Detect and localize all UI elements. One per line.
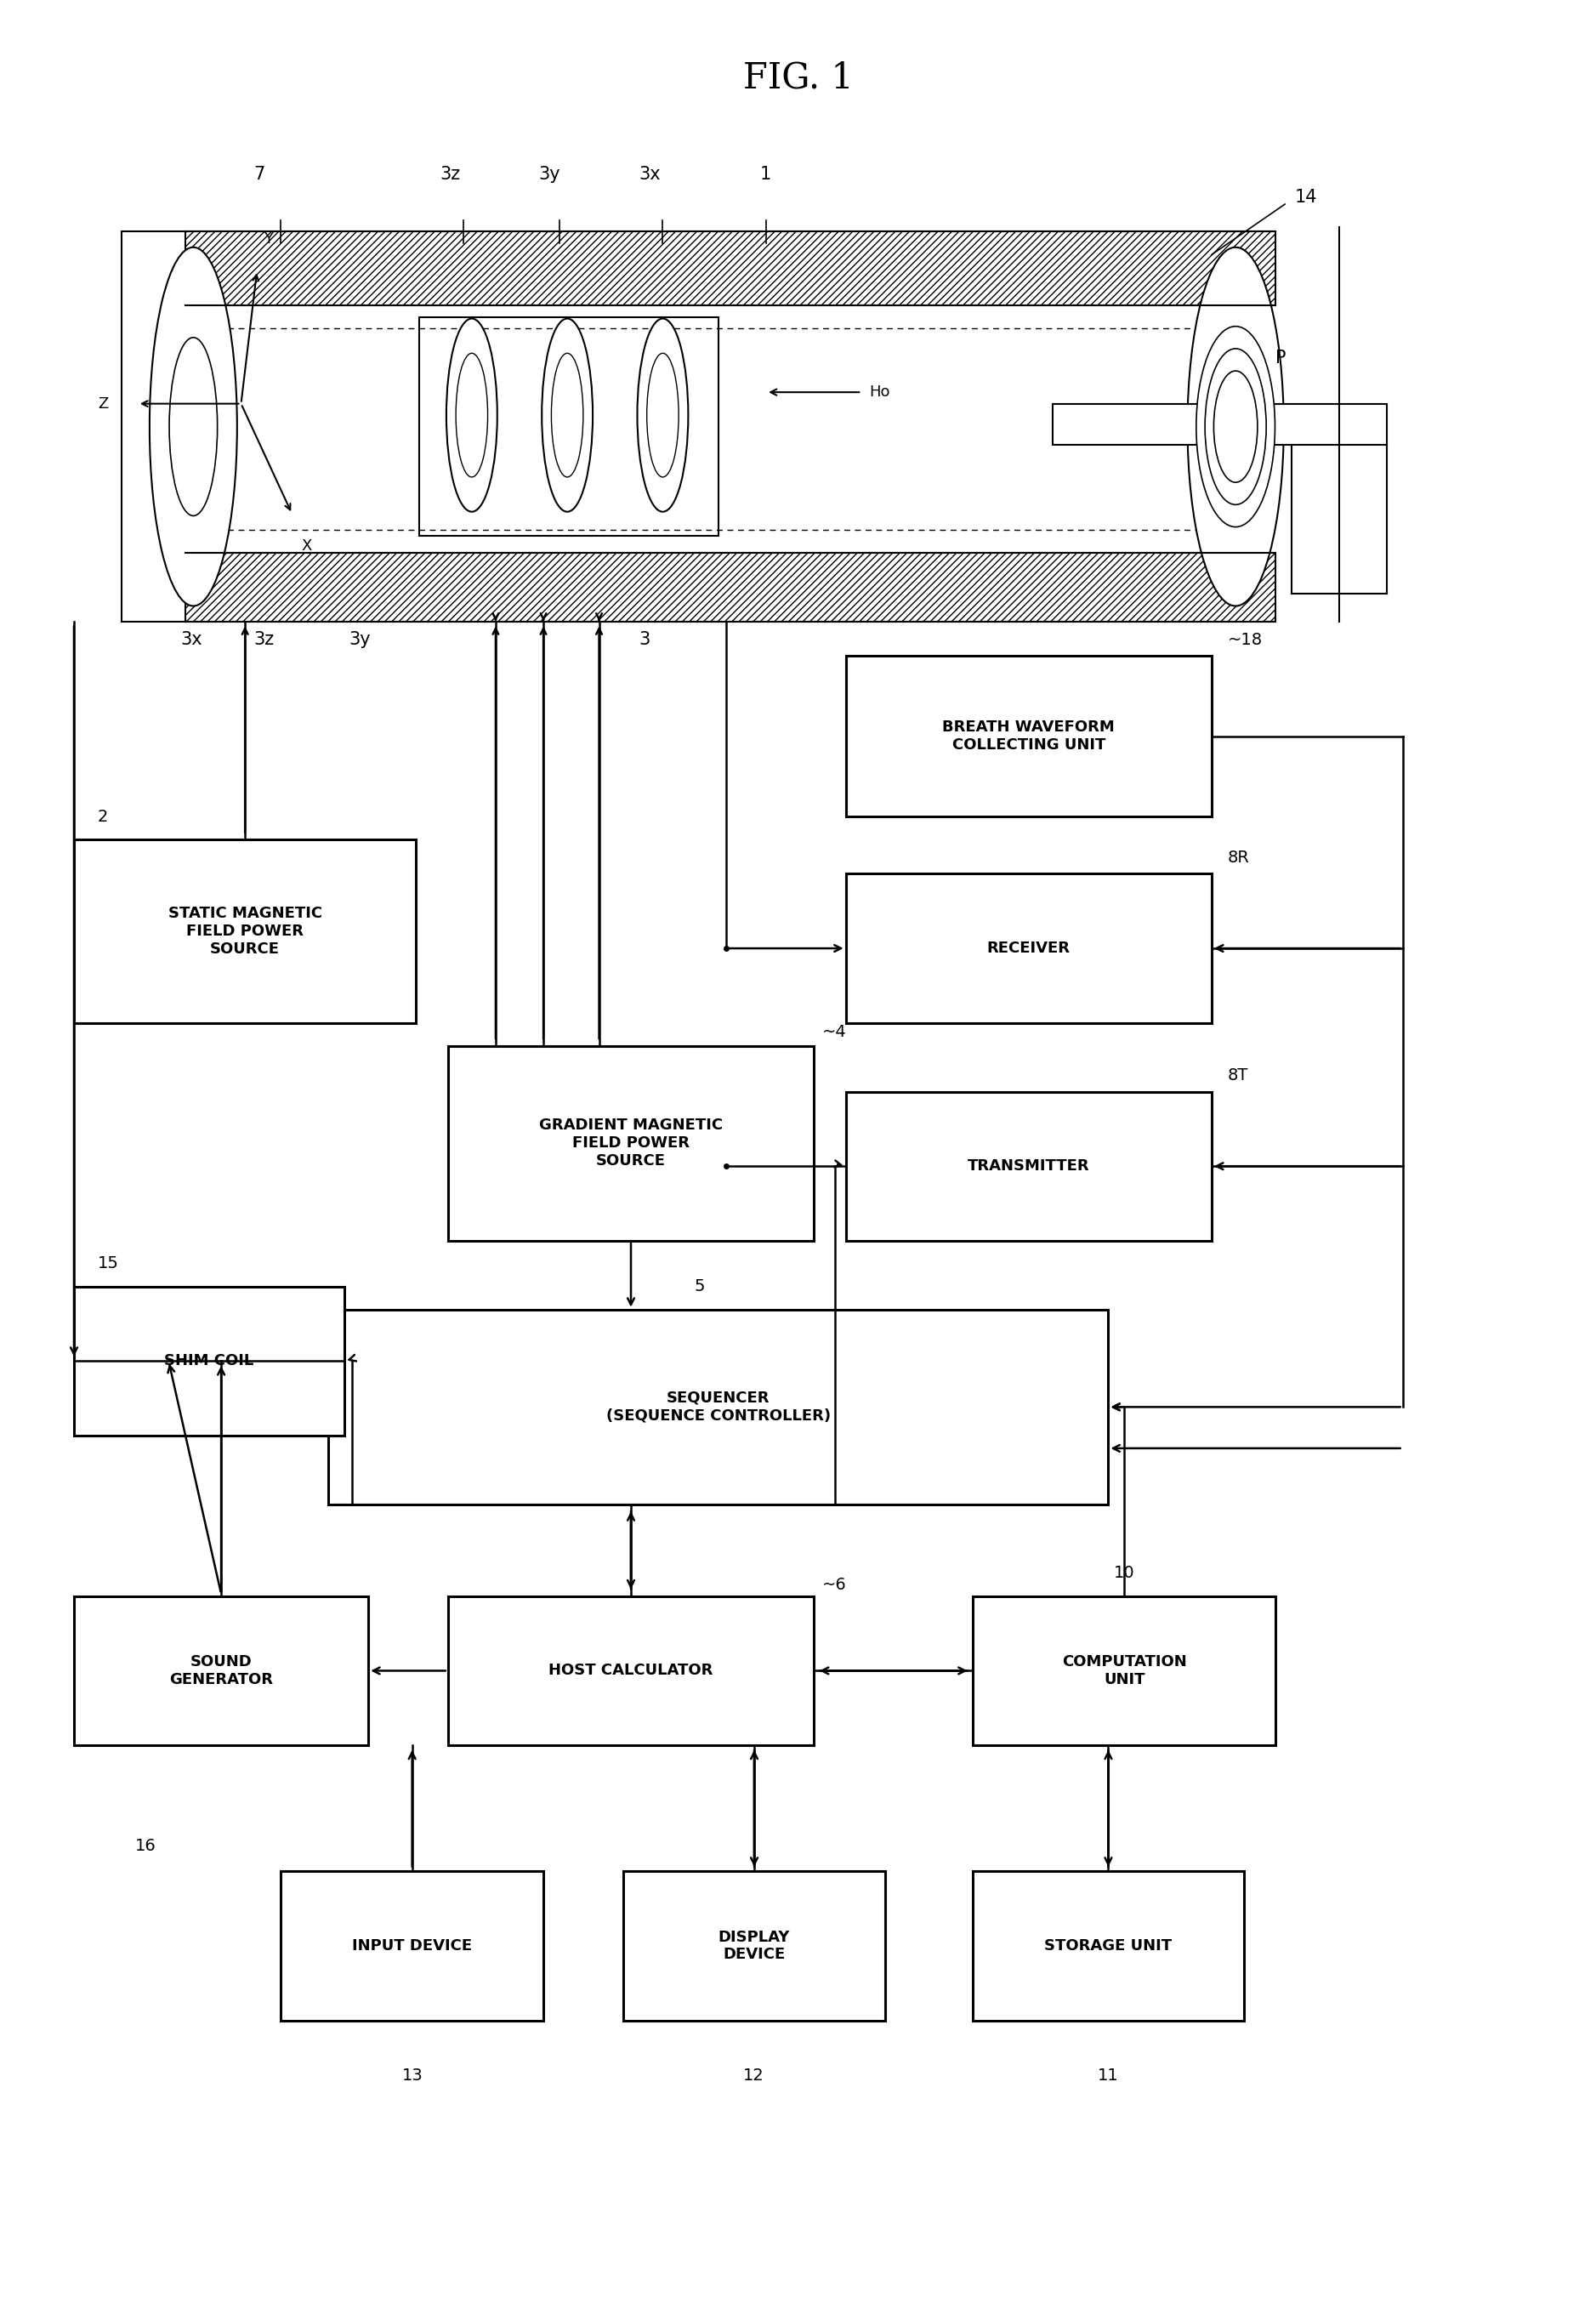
Bar	[73, 839, 417, 1023]
Bar	[974, 1871, 1243, 2020]
Text: 1: 1	[760, 165, 771, 184]
Bar	[448, 1046, 814, 1241]
Ellipse shape	[1197, 326, 1275, 526]
Ellipse shape	[447, 319, 498, 512]
Text: SEQUENCER
(SEQUENCE CONTROLLER): SEQUENCER (SEQUENCE CONTROLLER)	[606, 1390, 832, 1422]
Bar	[1053, 404, 1387, 446]
Bar	[846, 655, 1211, 816]
Ellipse shape	[456, 354, 488, 478]
Text: 16: 16	[136, 1838, 156, 1854]
Text: 3z: 3z	[440, 165, 461, 184]
Text: SOUND
GENERATOR: SOUND GENERATOR	[169, 1655, 273, 1687]
Bar	[622, 1871, 886, 2020]
Text: Y: Y	[263, 230, 273, 246]
Bar	[329, 1310, 1108, 1505]
Text: 3y: 3y	[538, 165, 560, 184]
Text: ~6: ~6	[822, 1576, 846, 1593]
Text: GRADIENT MAGNETIC
FIELD POWER
SOURCE: GRADIENT MAGNETIC FIELD POWER SOURCE	[539, 1117, 723, 1170]
Text: RECEIVER: RECEIVER	[986, 940, 1071, 956]
Text: 3: 3	[638, 632, 650, 648]
Text: TRANSMITTER: TRANSMITTER	[967, 1158, 1090, 1174]
Text: 3x: 3x	[638, 165, 661, 184]
Bar	[73, 1287, 345, 1436]
Text: STORAGE UNIT: STORAGE UNIT	[1044, 1937, 1171, 1953]
Text: STATIC MAGNETIC
FIELD POWER
SOURCE: STATIC MAGNETIC FIELD POWER SOURCE	[168, 905, 322, 956]
Bar	[185, 554, 1275, 620]
Text: ~4: ~4	[822, 1025, 846, 1041]
Ellipse shape	[1213, 370, 1258, 483]
Bar	[974, 1597, 1275, 1744]
Text: 11: 11	[1098, 2068, 1119, 2084]
Text: 13: 13	[402, 2068, 423, 2084]
Text: 15: 15	[97, 1255, 120, 1271]
Ellipse shape	[646, 354, 678, 478]
Bar	[185, 232, 1275, 306]
Text: 8R: 8R	[1227, 850, 1250, 866]
Text: 10: 10	[1114, 1565, 1135, 1581]
Text: ~18: ~18	[1227, 632, 1262, 648]
Bar	[846, 1092, 1211, 1241]
Text: Ho: Ho	[870, 384, 891, 400]
Text: 3z: 3z	[254, 632, 275, 648]
Ellipse shape	[637, 319, 688, 512]
Bar	[420, 317, 718, 535]
Bar	[73, 1597, 369, 1744]
Ellipse shape	[1187, 248, 1283, 607]
Text: 3y: 3y	[350, 632, 370, 648]
Text: COMPUTATION
UNIT: COMPUTATION UNIT	[1061, 1655, 1186, 1687]
Text: FIG. 1: FIG. 1	[742, 60, 854, 97]
Text: HOST CALCULATOR: HOST CALCULATOR	[549, 1664, 713, 1678]
Bar	[185, 554, 1275, 620]
Ellipse shape	[541, 319, 592, 512]
Bar	[185, 232, 1275, 306]
Text: 5: 5	[694, 1278, 705, 1294]
Text: 7: 7	[254, 165, 265, 184]
Bar	[448, 1597, 814, 1744]
Text: 3x: 3x	[180, 632, 203, 648]
Text: INPUT DEVICE: INPUT DEVICE	[353, 1937, 472, 1953]
Text: 12: 12	[742, 2068, 764, 2084]
Text: Z: Z	[97, 395, 109, 411]
Text: X: X	[302, 538, 313, 554]
Text: 8T: 8T	[1227, 1069, 1248, 1085]
Bar	[846, 873, 1211, 1023]
Text: SHIM COIL: SHIM COIL	[164, 1354, 254, 1370]
Ellipse shape	[169, 338, 217, 515]
Text: 2: 2	[97, 809, 109, 825]
Bar	[281, 1871, 543, 2020]
Ellipse shape	[150, 248, 238, 607]
Ellipse shape	[1205, 349, 1266, 506]
Text: 14: 14	[1294, 188, 1317, 207]
Text: BREATH WAVEFORM
COLLECTING UNIT: BREATH WAVEFORM COLLECTING UNIT	[943, 719, 1116, 754]
Ellipse shape	[551, 354, 583, 478]
Text: DISPLAY
DEVICE: DISPLAY DEVICE	[718, 1930, 790, 1962]
Text: P: P	[1275, 349, 1286, 365]
